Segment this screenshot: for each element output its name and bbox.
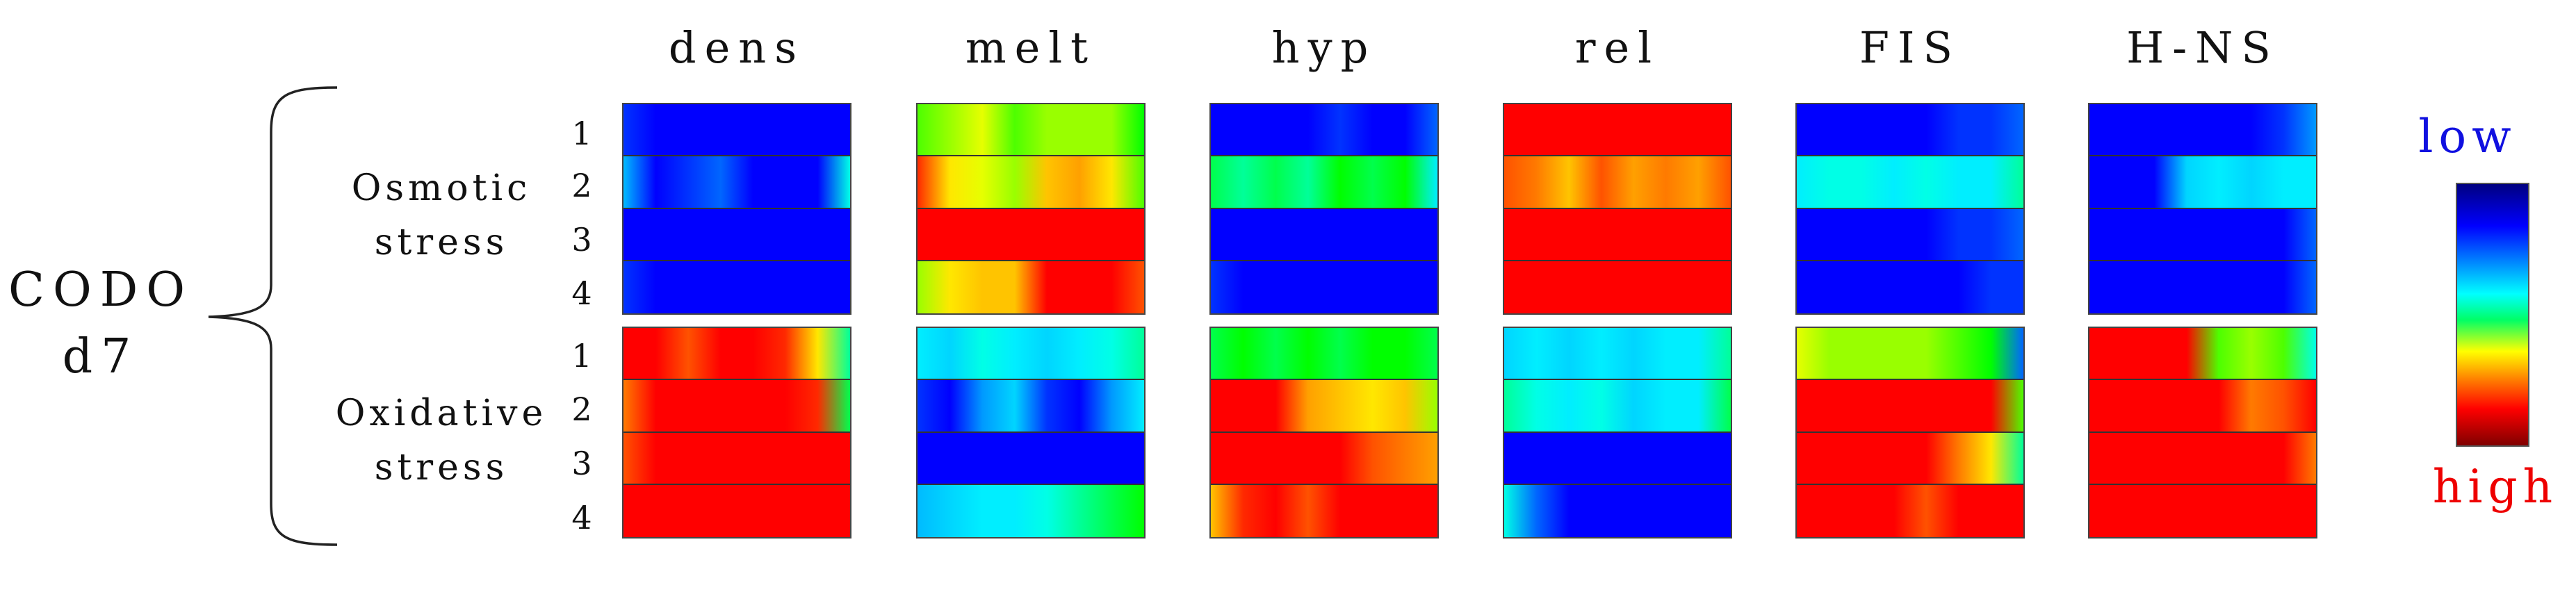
heatmap-strip-3: [1211, 432, 1437, 485]
row-index-osmotic-1: 1: [571, 115, 592, 152]
column-title-fis: FIS: [1859, 22, 1961, 73]
heatmap-strip-4: [2089, 261, 2316, 313]
heatmap-strip-4: [1797, 484, 2023, 537]
heatmap-strip-4: [918, 484, 1144, 537]
heatmap-strip-1: [1211, 328, 1437, 381]
heatmap-strip-3: [918, 208, 1144, 261]
row-index-oxidative-2: 2: [571, 390, 592, 428]
heatmap-panel-osmotic-hyp: [1209, 103, 1439, 315]
heatmap-strip-2: [918, 380, 1144, 433]
heatmap-strip-1: [623, 104, 850, 157]
heatmap-strip-4: [1211, 484, 1437, 537]
group-label-osmotic-line2: stress: [374, 222, 509, 263]
heatmap-strip-3: [623, 208, 850, 261]
heatmap-strip-4: [623, 484, 850, 537]
heatmap-panel-oxidative-hyp: [1209, 327, 1439, 538]
heatmap-strip-1: [918, 328, 1144, 381]
heatmap-strip-2: [1504, 156, 1731, 209]
heatmap-strip-3: [1504, 432, 1731, 485]
column-title-hns: H-NS: [2126, 22, 2279, 73]
colorbar: [2456, 183, 2529, 447]
group-label-osmotic: Osmotic stress: [309, 161, 573, 270]
heatmap-strip-3: [1211, 208, 1437, 261]
row-index-oxidative-3: 3: [571, 445, 592, 482]
row-index-osmotic-4: 4: [571, 274, 592, 312]
row-index-oxidative-4: 4: [571, 499, 592, 536]
heatmap-strip-4: [918, 261, 1144, 313]
heatmap-strip-1: [1797, 328, 2023, 381]
heatmap-panel-osmotic-rel: [1503, 103, 1732, 315]
heatmap-panel-osmotic-fis: [1795, 103, 2025, 315]
curly-brace: [208, 86, 338, 546]
heatmap-panel-oxidative-rel: [1503, 327, 1732, 538]
heatmap-strip-3: [2089, 432, 2316, 485]
heatmap-strip-1: [2089, 328, 2316, 381]
heatmap-strip-3: [1797, 208, 2023, 261]
heatmap-strip-2: [2089, 156, 2316, 209]
heatmap-strip-1: [1504, 104, 1731, 157]
column-title-rel: rel: [1574, 22, 1661, 73]
heatmap-strip-3: [2089, 208, 2316, 261]
legend-high-label: high: [2432, 460, 2559, 513]
heatmap-panel-oxidative-dens: [622, 327, 851, 538]
heatmap-strip-2: [2089, 380, 2316, 433]
heatmap-panel-osmotic-hns: [2088, 103, 2317, 315]
main-label: CODO d7: [7, 257, 195, 390]
heatmap-strip-3: [918, 432, 1144, 485]
heatmap-panel-osmotic-melt: [916, 103, 1146, 315]
heatmap-strip-2: [1211, 380, 1437, 433]
heatmap-strip-2: [1211, 156, 1437, 209]
heatmap-strip-3: [1797, 432, 2023, 485]
row-index-oxidative-1: 1: [571, 337, 592, 375]
heatmap-panel-oxidative-melt: [916, 327, 1146, 538]
heatmap-strip-3: [623, 432, 850, 485]
heatmap-strip-2: [1797, 380, 2023, 433]
heatmap-strip-4: [2089, 484, 2316, 537]
heatmap-strip-3: [1504, 208, 1731, 261]
heatmap-strip-2: [1504, 380, 1731, 433]
heatmap-strip-1: [1797, 104, 2023, 157]
heatmap-strip-4: [1504, 484, 1731, 537]
heatmap-strip-4: [1797, 261, 2023, 313]
heatmap-strip-1: [1504, 328, 1731, 381]
legend-low-label: low: [2418, 110, 2517, 163]
heatmap-panel-oxidative-fis: [1795, 327, 2025, 538]
curly-brace-path: [208, 86, 338, 546]
heatmap-strip-2: [623, 156, 850, 209]
heatmap-strip-1: [623, 328, 850, 381]
heatmap-panel-oxidative-hns: [2088, 327, 2317, 538]
column-title-melt: melt: [965, 22, 1097, 73]
main-label-line1: CODO: [8, 263, 194, 318]
heatmap-strip-1: [1211, 104, 1437, 157]
column-title-hyp: hyp: [1271, 22, 1377, 73]
column-title-dens: dens: [668, 22, 806, 73]
heatmap-strip-2: [918, 156, 1144, 209]
heatmap-strip-2: [1797, 156, 2023, 209]
heatmap-strip-1: [2089, 104, 2316, 157]
group-label-oxidative: Oxidative stress: [309, 386, 573, 495]
main-label-line2: d7: [62, 329, 140, 384]
heatmap-strip-4: [623, 261, 850, 313]
heatmap-strip-4: [1211, 261, 1437, 313]
row-index-osmotic-3: 3: [571, 221, 592, 258]
heatmap-panel-osmotic-dens: [622, 103, 851, 315]
heatmap-strip-2: [623, 380, 850, 433]
group-label-osmotic-line1: Osmotic: [351, 167, 532, 209]
heatmap-strip-4: [1504, 261, 1731, 313]
heatmap-strip-1: [918, 104, 1144, 157]
group-label-oxidative-line2: stress: [374, 447, 509, 488]
group-label-oxidative-line1: Oxidative: [335, 393, 548, 434]
row-index-osmotic-2: 2: [571, 167, 592, 204]
